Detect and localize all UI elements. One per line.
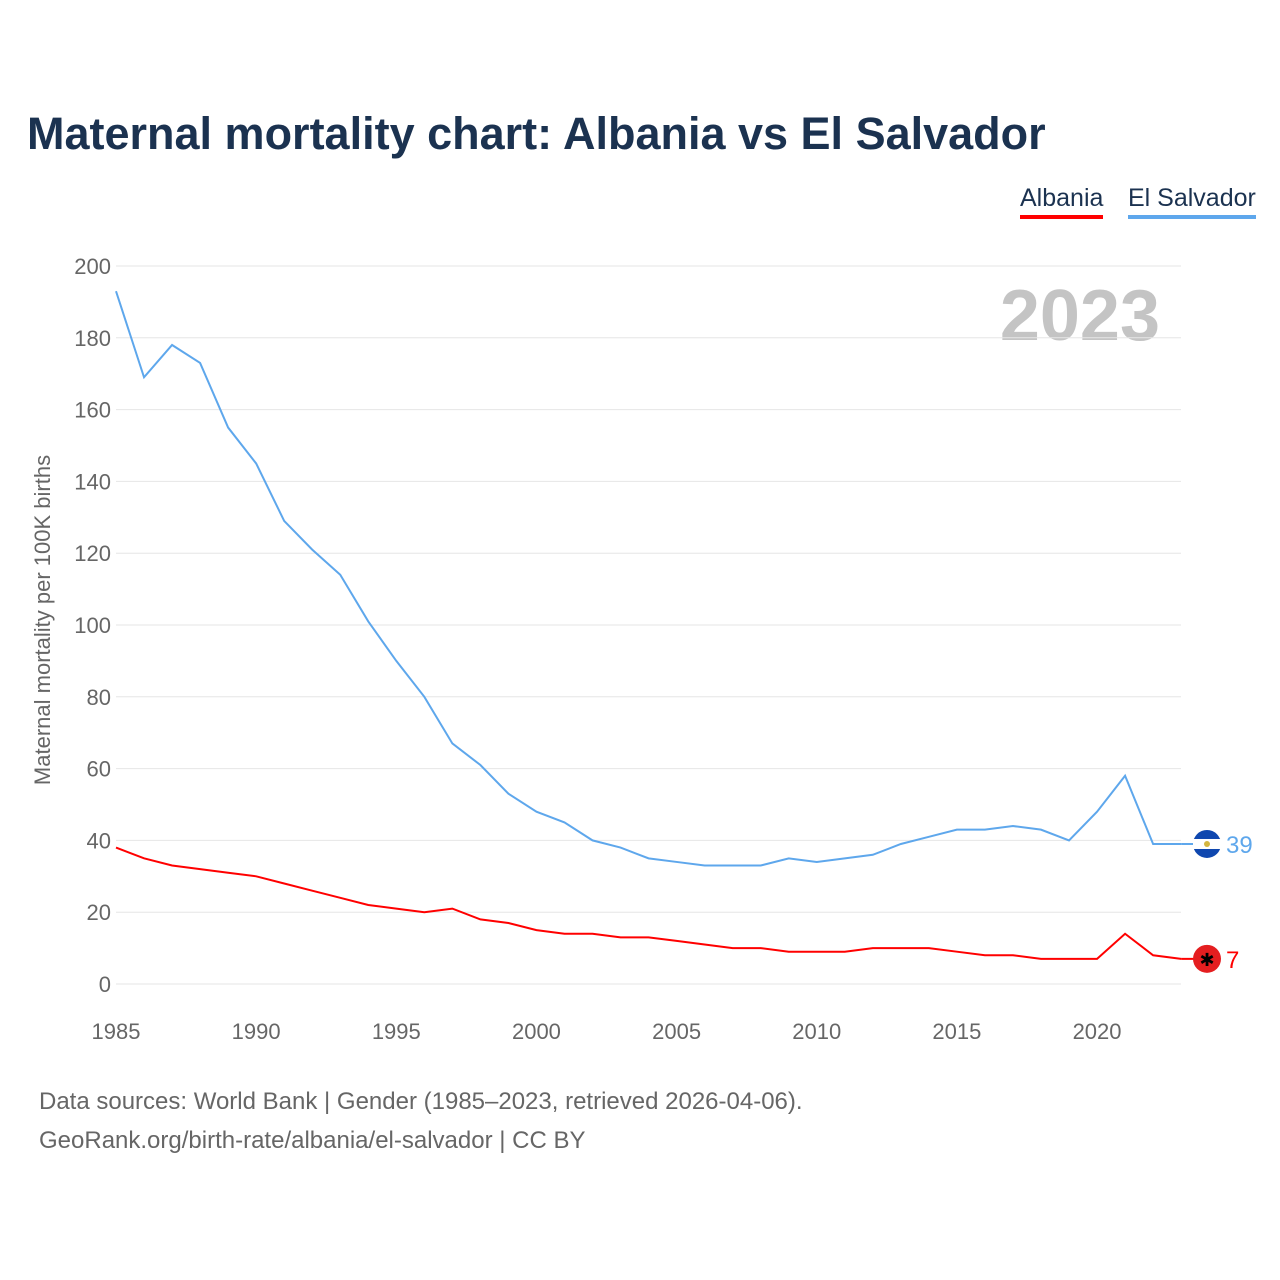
y-tick-label: 0 (99, 972, 111, 997)
end-value-label: 39 (1226, 832, 1253, 859)
y-tick-label: 180 (74, 326, 111, 351)
legend-el-salvador[interactable]: El Salvador (1128, 184, 1256, 219)
y-tick-label: 100 (74, 613, 111, 638)
x-tick-label: 1995 (372, 1019, 421, 1044)
y-tick-label: 120 (74, 541, 111, 566)
x-tick-label: 1985 (92, 1019, 141, 1044)
series-line-albania (115, 846, 1182, 960)
year-watermark: 2023 (1000, 276, 1160, 356)
x-tick-label: 2010 (792, 1019, 841, 1044)
y-tick-label: 200 (74, 254, 111, 279)
albania-flag-icon (1193, 944, 1221, 973)
y-axis-label: Maternal mortality per 100K births (30, 455, 55, 785)
x-tick-label: 2005 (652, 1019, 701, 1044)
y-tick-label: 140 (74, 469, 111, 494)
albania-eagle-icon: ✱ (1199, 950, 1214, 970)
y-tick-label: 80 (87, 685, 111, 710)
y-tick-label: 60 (87, 757, 111, 782)
y-tick-label: 40 (87, 828, 111, 853)
x-tick-label: 2015 (932, 1019, 981, 1044)
end-value-label: 7 (1226, 947, 1239, 974)
x-tick-label: 2020 (1073, 1019, 1122, 1044)
chart-title: Maternal mortality chart: Albania vs El … (27, 108, 1046, 159)
x-tick-label: 1990 (232, 1019, 281, 1044)
series-line-el-salvador (115, 290, 1182, 867)
y-tick-label: 160 (74, 398, 111, 423)
x-tick-label: 2000 (512, 1019, 561, 1044)
flag-emblem (1204, 840, 1210, 847)
legend-albania[interactable]: Albania (1020, 184, 1104, 219)
y-tick-label: 20 (87, 900, 111, 925)
footer-sources: Data sources: World Bank | Gender (1985–… (39, 1088, 803, 1115)
footer-credit: GeoRank.org/birth-rate/albania/el-salvad… (39, 1127, 586, 1154)
